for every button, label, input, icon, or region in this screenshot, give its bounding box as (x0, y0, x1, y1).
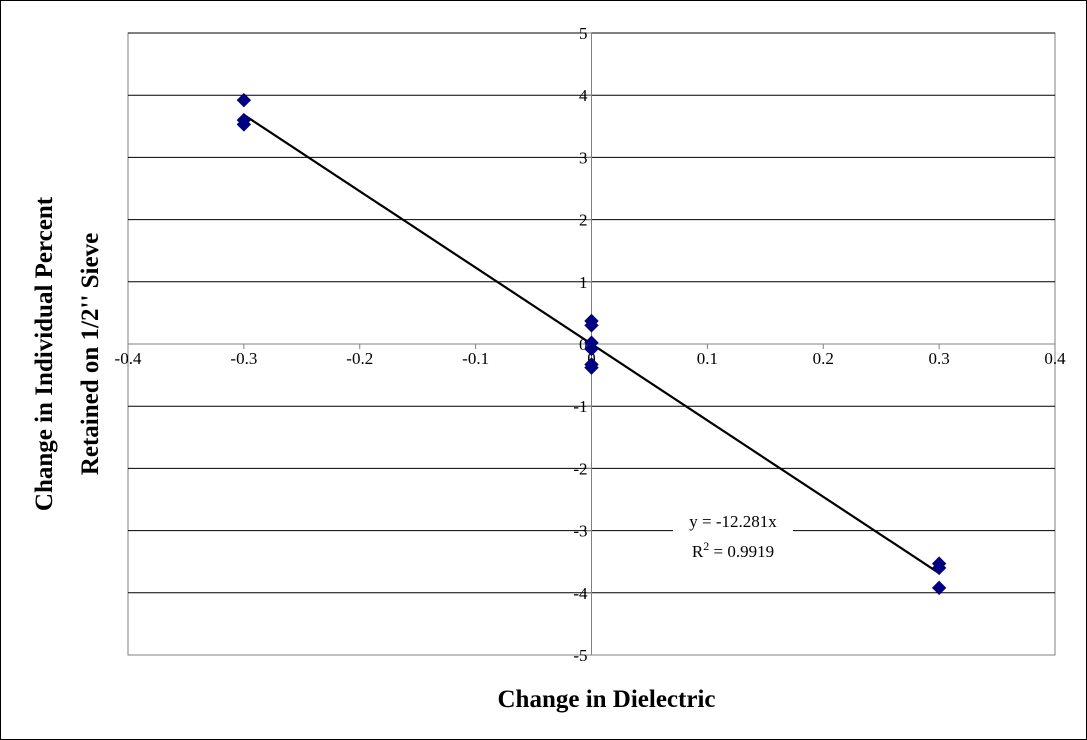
y-tick-label: 0 (579, 335, 588, 354)
y-tick-label: 4 (579, 86, 588, 105)
y-tick-label: -1 (573, 397, 587, 416)
data-point (584, 360, 599, 375)
y-axis-title-line-2: Retained on 1/2'' Sieve (77, 233, 104, 475)
x-tick-label: -0.1 (462, 349, 489, 368)
data-point (931, 580, 947, 596)
y-tick-label: 3 (579, 148, 588, 167)
y-tick-label: 5 (579, 24, 588, 43)
x-tick-label: 0.3 (929, 349, 950, 368)
data-point (236, 92, 252, 108)
y-tick-label: 2 (579, 211, 588, 230)
r-squared-value: = 0.9919 (709, 542, 774, 561)
trendline-equation: y = -12.281x R2 = 0.9919 (673, 510, 793, 564)
x-tick-label: -0.3 (230, 349, 257, 368)
y-tick-label: -5 (573, 646, 587, 665)
data-point (236, 117, 252, 132)
x-tick-label: 0.4 (1044, 349, 1066, 368)
x-tick-label: -0.2 (346, 349, 373, 368)
r-squared-prefix: R (692, 542, 704, 561)
x-tick-label: 0.2 (813, 349, 834, 368)
trendline-equation-text: y = -12.281x (689, 512, 777, 531)
data-points (236, 92, 947, 596)
equation-background (673, 510, 793, 564)
y-tick-label: -2 (573, 459, 587, 478)
x-axis-title: Change in Dielectric (497, 686, 715, 713)
r-squared-text: R2 = 0.9919 (692, 539, 774, 561)
r-squared-superscript: 2 (703, 539, 709, 553)
y-tick-labels: -5 -4 -3 -2 -1 0 1 2 3 4 5 (573, 24, 588, 665)
y-tick-label: -3 (573, 522, 587, 541)
y-tick-label: -4 (573, 584, 588, 603)
data-point (931, 560, 947, 576)
x-tick-label: 0.1 (697, 349, 718, 368)
data-point (584, 341, 599, 357)
data-point (584, 318, 599, 333)
y-axis-title-line-1: Change in Individual Percent (31, 196, 58, 511)
x-tick-label: -0.4 (115, 349, 142, 368)
y-axis-title: Change in Individual Percent Retained on… (31, 196, 104, 511)
y-tick-label: 1 (579, 273, 588, 292)
